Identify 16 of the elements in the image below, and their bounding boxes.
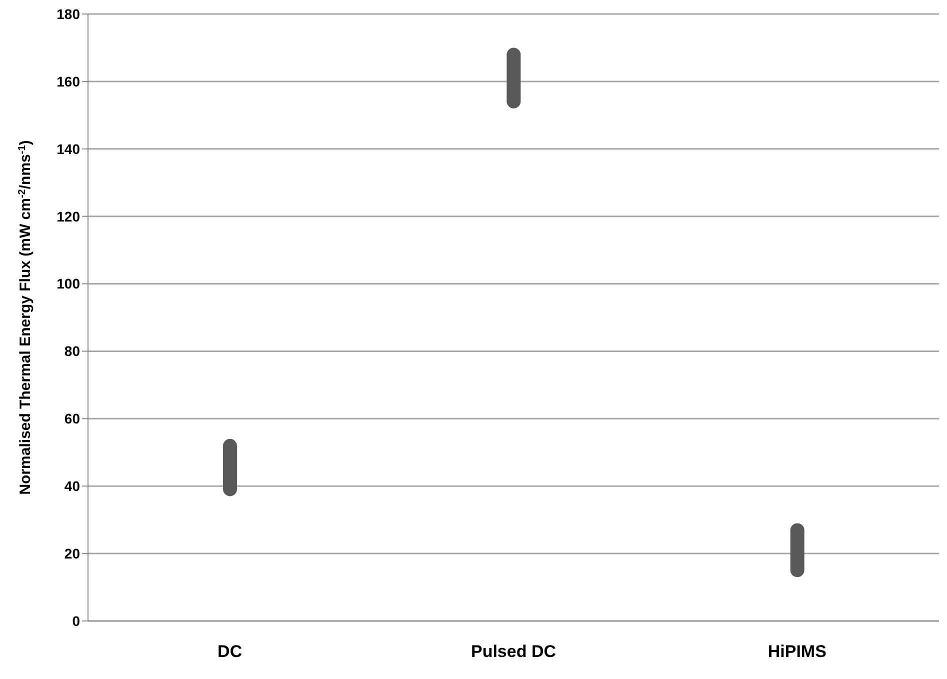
y-tick-label: 20 [64,546,80,562]
bar [506,48,521,108]
bar [790,523,804,578]
x-tick-label: Pulsed DC [470,642,556,662]
y-tick-label: 160 [56,73,80,90]
y-tick-label: 100 [56,276,80,292]
y-tick-label: 80 [64,343,80,360]
y-tick-label: 120 [56,208,80,224]
bar [223,438,237,496]
y-tick-label: 40 [64,478,80,494]
y-tick-label: 180 [56,6,80,22]
x-tick-label: DC [218,642,242,662]
y-tick-label: 140 [56,140,80,157]
x-tick-label: HiPIMS [768,642,826,662]
y-tick-label: 0 [72,612,80,629]
y-tick-label: 60 [64,410,80,427]
